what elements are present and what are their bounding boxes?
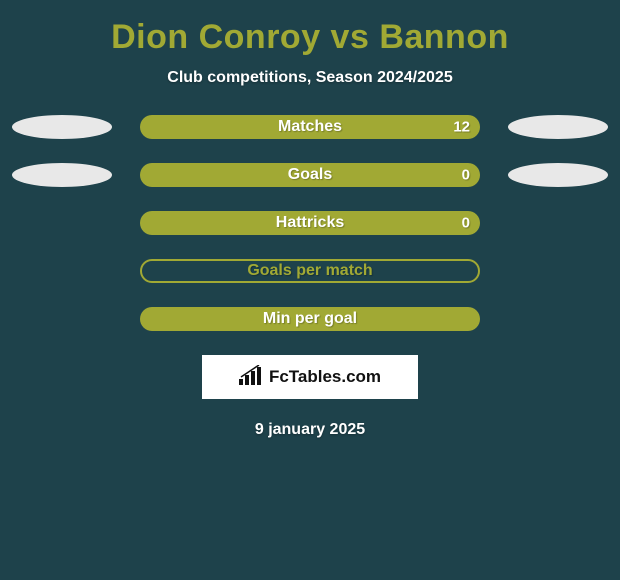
right-ellipse (508, 115, 608, 139)
stat-bar: Goals per match (140, 259, 480, 283)
stat-row: Hattricks 0 (10, 211, 610, 235)
stat-rows: Matches 12 Goals 0 Hattricks 0 Goal (0, 115, 620, 331)
stat-label: Hattricks (276, 214, 344, 232)
stat-row: Goals 0 (10, 163, 610, 187)
stat-label: Min per goal (263, 310, 357, 328)
page-title: Dion Conroy vs Bannon (0, 8, 620, 69)
brand-box: FcTables.com (202, 355, 418, 399)
stat-label: Goals (288, 166, 332, 184)
stat-value: 0 (462, 215, 470, 232)
stat-row: Matches 12 (10, 115, 610, 139)
brand-label: FcTables.com (269, 367, 381, 387)
stat-bar: Matches 12 (140, 115, 480, 139)
stat-bar: Goals 0 (140, 163, 480, 187)
stat-value: 12 (453, 119, 470, 136)
left-ellipse (12, 163, 112, 187)
stat-label: Goals per match (247, 262, 372, 280)
stat-row: Min per goal (10, 307, 610, 331)
stat-row: Goals per match (10, 259, 610, 283)
stat-bar: Min per goal (140, 307, 480, 331)
stat-bar: Hattricks 0 (140, 211, 480, 235)
bars-icon (239, 365, 265, 390)
right-ellipse (508, 163, 608, 187)
root: Dion Conroy vs Bannon Club competitions,… (0, 0, 620, 439)
date-label: 9 january 2025 (0, 399, 620, 439)
left-ellipse (12, 115, 112, 139)
subtitle: Club competitions, Season 2024/2025 (0, 69, 620, 115)
stat-label: Matches (278, 118, 342, 136)
stat-value: 0 (462, 167, 470, 184)
